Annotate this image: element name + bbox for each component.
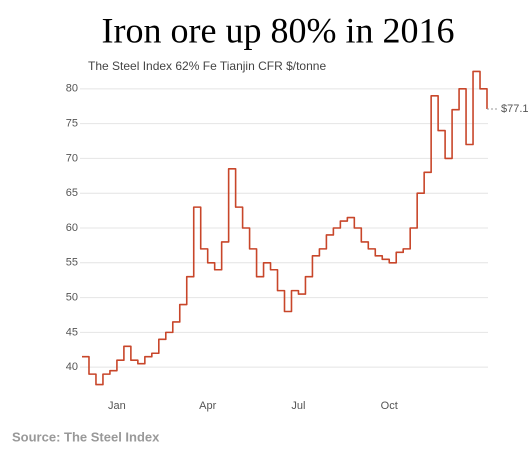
x-tick-label: Apr xyxy=(199,400,216,412)
y-tick-label: 40 xyxy=(66,361,78,373)
x-tick-label: Jan xyxy=(108,400,126,412)
y-tick-label: 45 xyxy=(66,326,78,338)
chart-title: Iron ore up 80% in 2016 xyxy=(102,10,455,50)
y-tick-label: 75 xyxy=(66,118,78,130)
y-tick-label: 70 xyxy=(66,152,78,164)
data-line xyxy=(82,70,488,386)
y-tick-label: 80 xyxy=(66,83,78,95)
y-tick-label: 50 xyxy=(66,291,78,303)
source: Source: The Steel Index xyxy=(12,429,160,444)
y-tick-label: 60 xyxy=(66,222,78,234)
x-tick-label: Jul xyxy=(291,400,305,412)
x-tick-label: Oct xyxy=(381,400,398,412)
value-label: $77.10 xyxy=(501,103,529,115)
y-tick-label: 65 xyxy=(66,187,78,199)
chart-subtitle: The Steel Index 62% Fe Tianjin CFR $/ton… xyxy=(88,59,326,73)
y-tick-label: 55 xyxy=(66,257,78,269)
